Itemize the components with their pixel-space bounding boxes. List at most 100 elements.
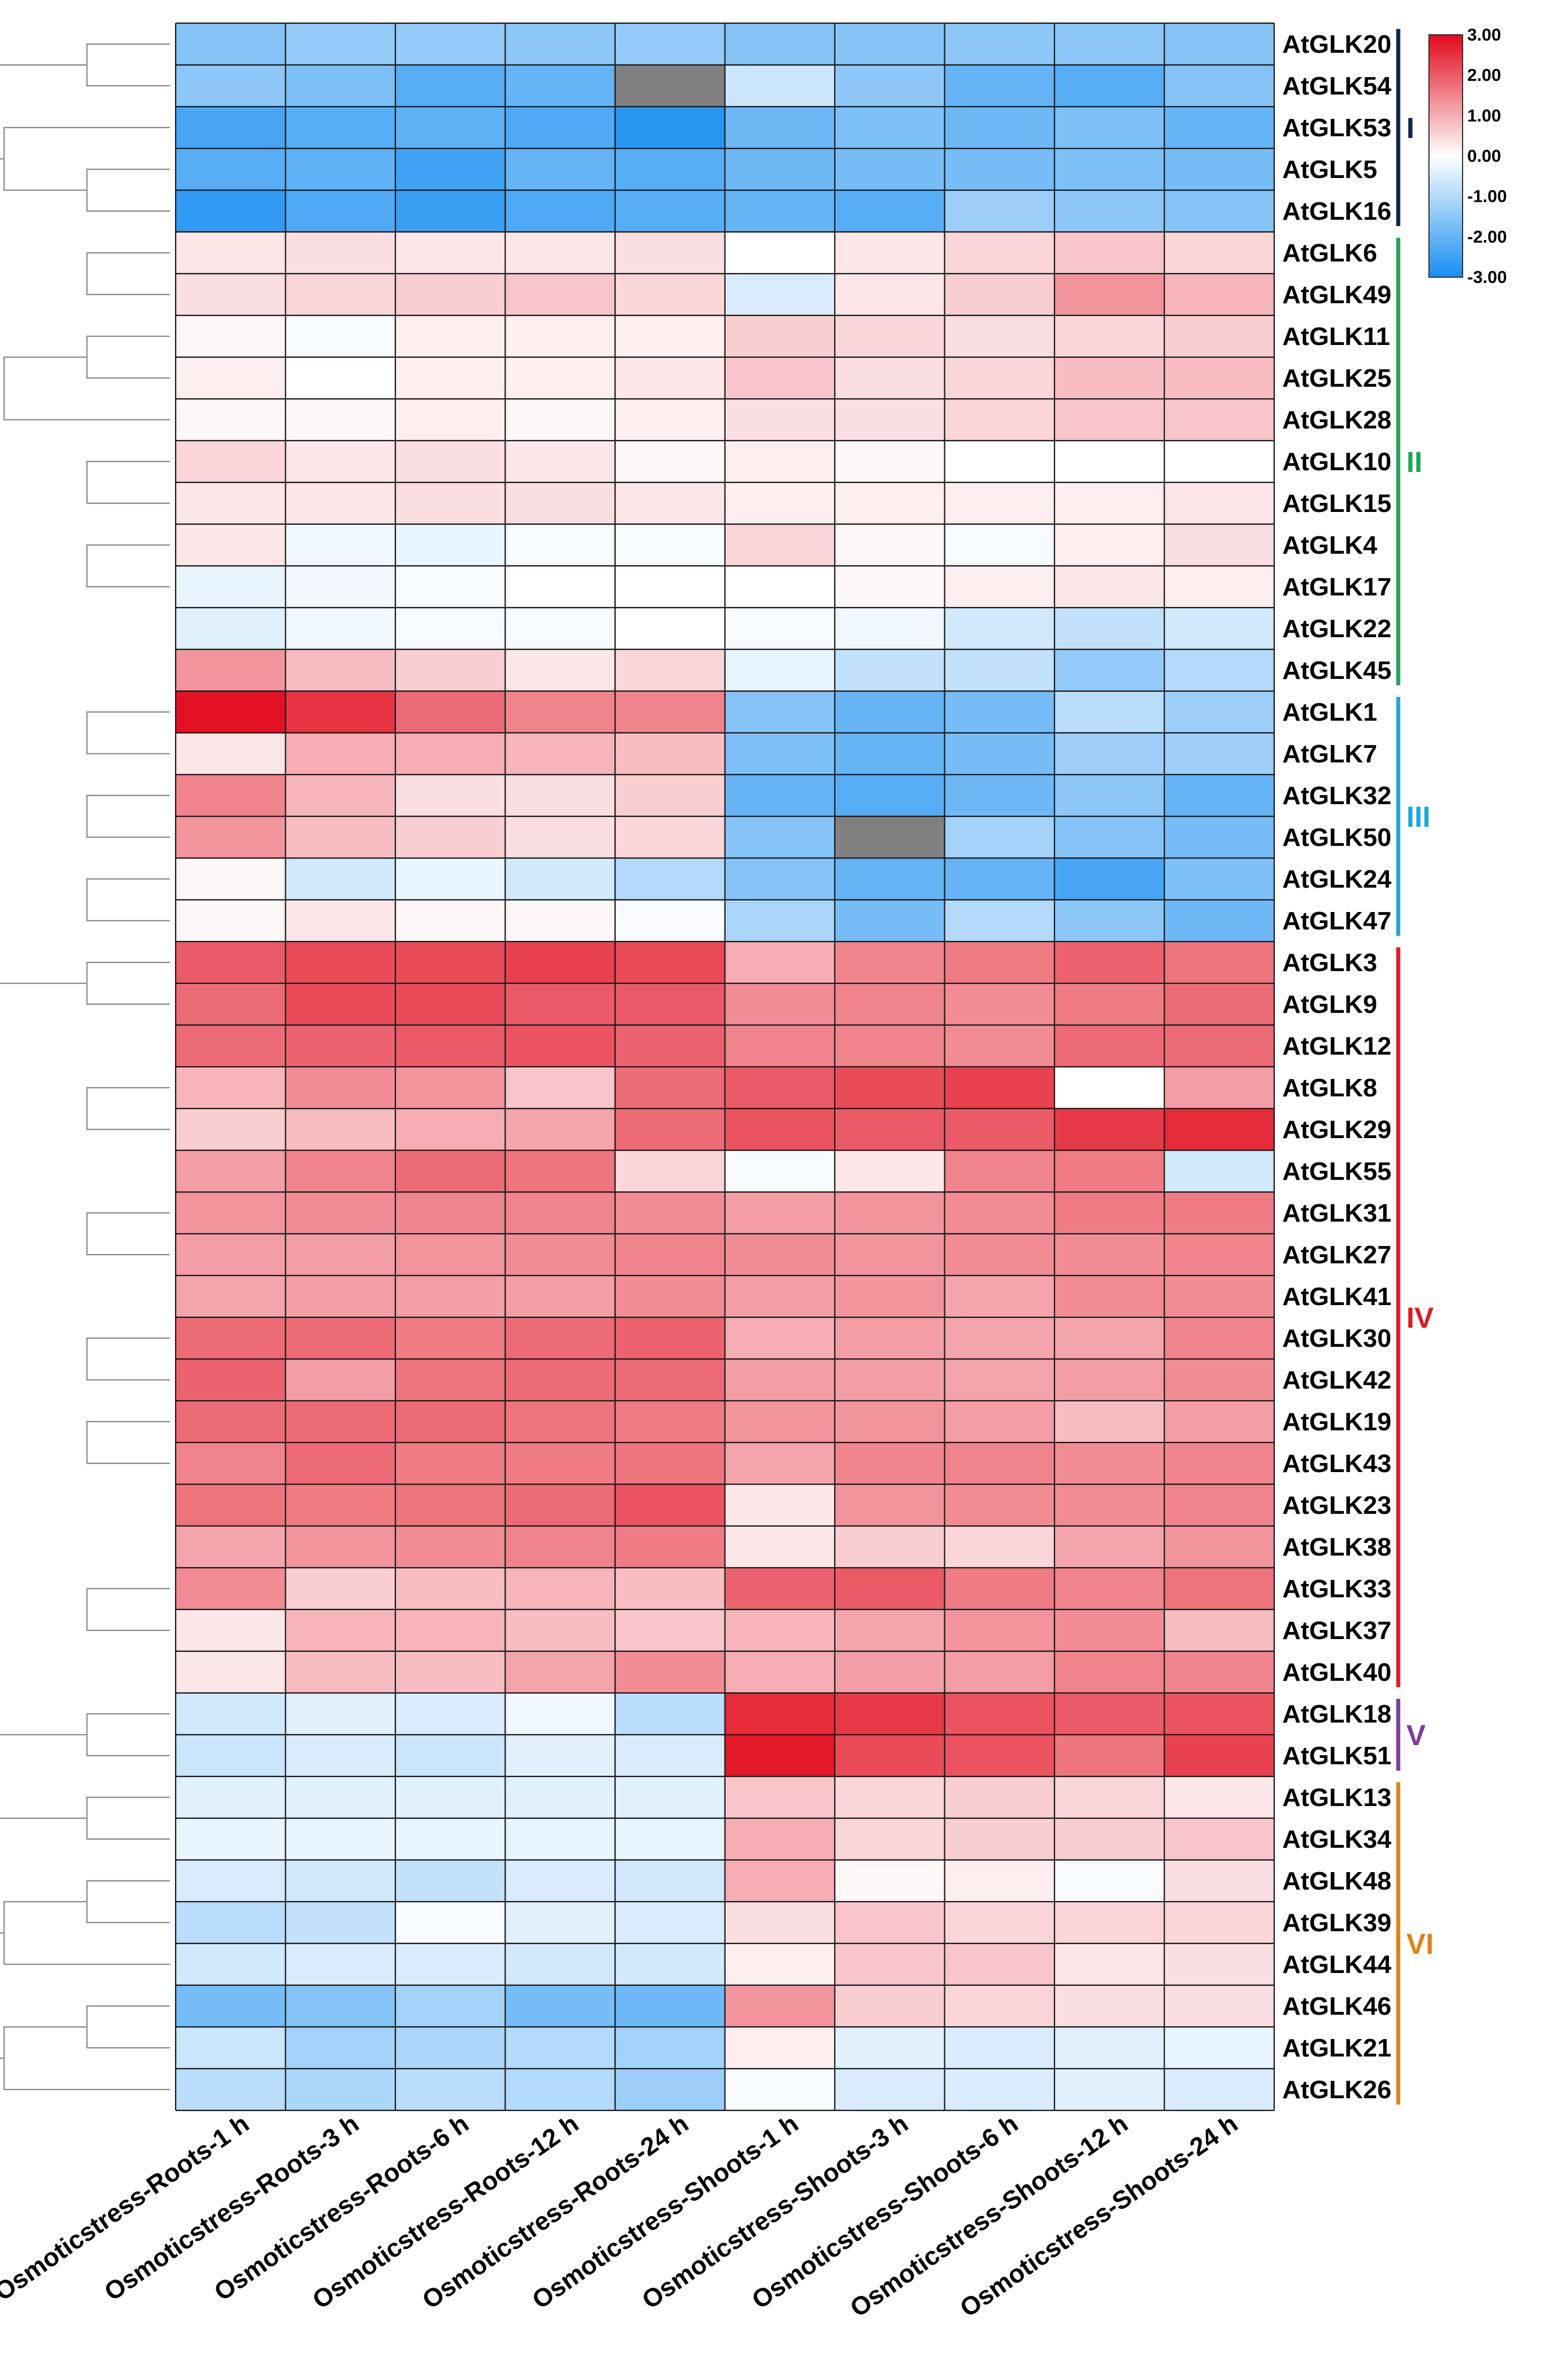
heatmap-cell-atglk53-col-3 bbox=[395, 107, 505, 148]
heatmap-cell-atglk4-col-9 bbox=[1054, 524, 1165, 566]
heatmap-cell-atglk10-col-3 bbox=[395, 441, 505, 482]
heatmap-cell-atglk18-col-8 bbox=[944, 1693, 1054, 1735]
heatmap-cell-atglk16-col-9 bbox=[1054, 190, 1165, 232]
heatmap-cell-atglk39-col-2 bbox=[285, 1902, 395, 1943]
heatmap-cell-atglk12-col-3 bbox=[395, 1025, 505, 1067]
heatmap-cell-atglk23-col-7 bbox=[835, 1484, 945, 1526]
heatmap-cell-atglk49-col-6 bbox=[725, 274, 835, 315]
heatmap-cell-atglk22-col-1 bbox=[176, 608, 286, 649]
heatmap-cell-atglk17-col-6 bbox=[725, 566, 835, 608]
heatmap-cell-atglk53-col-5 bbox=[615, 107, 725, 148]
heatmap-cell-atglk43-col-3 bbox=[395, 1442, 505, 1484]
heatmap-cell-atglk8-col-3 bbox=[395, 1067, 505, 1109]
heatmap-cell-atglk31-col-9 bbox=[1054, 1192, 1165, 1234]
heatmap-cell-atglk47-col-2 bbox=[285, 900, 395, 942]
heatmap-cell-atglk3-col-10 bbox=[1164, 942, 1274, 983]
heatmap-cell-atglk6-col-8 bbox=[944, 232, 1054, 274]
heatmap-cell-atglk11-col-10 bbox=[1164, 315, 1274, 357]
heatmap-cell-atglk53-col-9 bbox=[1054, 107, 1165, 148]
heatmap-cell-atglk38-col-6 bbox=[725, 1526, 835, 1568]
heatmap-cell-atglk45-col-4 bbox=[505, 649, 615, 691]
heatmap-cell-atglk13-col-6 bbox=[725, 1776, 835, 1818]
heatmap-cell-atglk10-col-7 bbox=[835, 441, 945, 482]
heatmap-cell-atglk38-col-9 bbox=[1054, 1526, 1165, 1568]
heatmap-cell-atglk6-col-4 bbox=[505, 232, 615, 274]
heatmap-cell-atglk30-col-10 bbox=[1164, 1317, 1274, 1359]
cluster-label-vi: VI bbox=[1406, 1928, 1434, 1960]
heatmap-cell-atglk23-col-1 bbox=[176, 1484, 286, 1526]
heatmap-cell-atglk3-col-1 bbox=[176, 942, 286, 983]
heatmap-cell-atglk18-col-1 bbox=[176, 1693, 286, 1735]
heatmap-cell-atglk44-col-10 bbox=[1164, 1943, 1274, 1985]
heatmap-cell-atglk51-col-8 bbox=[944, 1735, 1054, 1776]
heatmap-cell-atglk42-col-5 bbox=[615, 1359, 725, 1401]
row-label-atglk19: AtGLK19 bbox=[1282, 1408, 1391, 1436]
heatmap-cell-atglk15-col-5 bbox=[615, 482, 725, 524]
heatmap-cell-atglk8-col-2 bbox=[285, 1067, 395, 1109]
heatmap-cell-atglk34-col-4 bbox=[505, 1818, 615, 1860]
heatmap-cell-atglk51-col-7 bbox=[835, 1735, 945, 1776]
heatmap-cell-atglk22-col-8 bbox=[944, 608, 1054, 649]
heatmap-cell-atglk10-col-9 bbox=[1054, 441, 1165, 482]
heatmap-cell-atglk6-col-2 bbox=[285, 232, 395, 274]
heatmap-cell-atglk27-col-4 bbox=[505, 1234, 615, 1276]
heatmap-cell-atglk20-col-2 bbox=[285, 23, 395, 65]
heatmap-cell-atglk22-col-5 bbox=[615, 608, 725, 649]
heatmap-cell-atglk13-col-1 bbox=[176, 1776, 286, 1818]
heatmap-cell-atglk40-col-7 bbox=[835, 1651, 945, 1693]
heatmap-cell-atglk42-col-6 bbox=[725, 1359, 835, 1401]
heatmap-cell-atglk44-col-9 bbox=[1054, 1943, 1165, 1985]
heatmap-cell-atglk48-col-3 bbox=[395, 1860, 505, 1902]
heatmap-cell-atglk55-col-8 bbox=[944, 1150, 1054, 1192]
row-label-atglk42: AtGLK42 bbox=[1282, 1366, 1391, 1394]
heatmap-cell-atglk53-col-4 bbox=[505, 107, 615, 148]
heatmap-cell-atglk7-col-4 bbox=[505, 733, 615, 775]
heatmap-cell-atglk50-col-1 bbox=[176, 816, 286, 858]
heatmap-cell-atglk18-col-3 bbox=[395, 1693, 505, 1735]
heatmap-cell-atglk46-col-4 bbox=[505, 1985, 615, 2027]
heatmap-cell-atglk12-col-1 bbox=[176, 1025, 286, 1067]
heatmap-cell-atglk5-col-4 bbox=[505, 148, 615, 190]
heatmap-cell-atglk45-col-2 bbox=[285, 649, 395, 691]
row-label-atglk53: AtGLK53 bbox=[1282, 114, 1391, 142]
heatmap-cell-atglk3-col-6 bbox=[725, 942, 835, 983]
heatmap-cell-atglk50-col-8 bbox=[944, 816, 1054, 858]
heatmap-cell-atglk21-col-4 bbox=[505, 2027, 615, 2069]
heatmap-cell-atglk32-col-9 bbox=[1054, 775, 1165, 816]
heatmap-cell-atglk8-col-9 bbox=[1054, 1067, 1165, 1109]
heatmap-cell-atglk43-col-4 bbox=[505, 1442, 615, 1484]
heatmap-cell-atglk7-col-1 bbox=[176, 733, 286, 775]
heatmap-cell-atglk8-col-1 bbox=[176, 1067, 286, 1109]
heatmap-cell-atglk38-col-2 bbox=[285, 1526, 395, 1568]
heatmap-cell-atglk1-col-4 bbox=[505, 691, 615, 733]
heatmap-cell-atglk3-col-5 bbox=[615, 942, 725, 983]
heatmap-cell-atglk23-col-8 bbox=[944, 1484, 1054, 1526]
heatmap-cell-atglk53-col-10 bbox=[1164, 107, 1274, 148]
heatmap-cell-atglk10-col-10 bbox=[1164, 441, 1274, 482]
heatmap-cell-atglk4-col-2 bbox=[285, 524, 395, 566]
heatmap-cell-atglk26-col-8 bbox=[944, 2069, 1054, 2110]
heatmap-cell-atglk26-col-2 bbox=[285, 2069, 395, 2110]
heatmap-cell-atglk33-col-2 bbox=[285, 1568, 395, 1609]
heatmap-cell-atglk11-col-6 bbox=[725, 315, 835, 357]
heatmap-cell-atglk33-col-7 bbox=[835, 1568, 945, 1609]
heatmap-cell-atglk9-col-7 bbox=[835, 983, 945, 1025]
row-label-atglk24: AtGLK24 bbox=[1282, 865, 1392, 893]
heatmap-cell-atglk30-col-2 bbox=[285, 1317, 395, 1359]
heatmap-cell-atglk40-col-2 bbox=[285, 1651, 395, 1693]
heatmap-cell-atglk9-col-5 bbox=[615, 983, 725, 1025]
heatmap-cell-atglk38-col-5 bbox=[615, 1526, 725, 1568]
heatmap-cell-atglk51-col-4 bbox=[505, 1735, 615, 1776]
heatmap-cell-atglk31-col-3 bbox=[395, 1192, 505, 1234]
row-label-atglk4: AtGLK4 bbox=[1282, 531, 1377, 559]
heatmap-cell-atglk40-col-5 bbox=[615, 1651, 725, 1693]
heatmap-cell-atglk48-col-2 bbox=[285, 1860, 395, 1902]
heatmap-cell-atglk16-col-4 bbox=[505, 190, 615, 232]
heatmap-cell-atglk37-col-7 bbox=[835, 1609, 945, 1651]
heatmap-cell-atglk45-col-10 bbox=[1164, 649, 1274, 691]
heatmap-cell-atglk18-col-7 bbox=[835, 1693, 945, 1735]
row-label-atglk17: AtGLK17 bbox=[1282, 573, 1391, 601]
heatmap-cell-atglk49-col-7 bbox=[835, 274, 945, 315]
heatmap-grid bbox=[174, 22, 1275, 2112]
heatmap-cell-atglk50-col-2 bbox=[285, 816, 395, 858]
